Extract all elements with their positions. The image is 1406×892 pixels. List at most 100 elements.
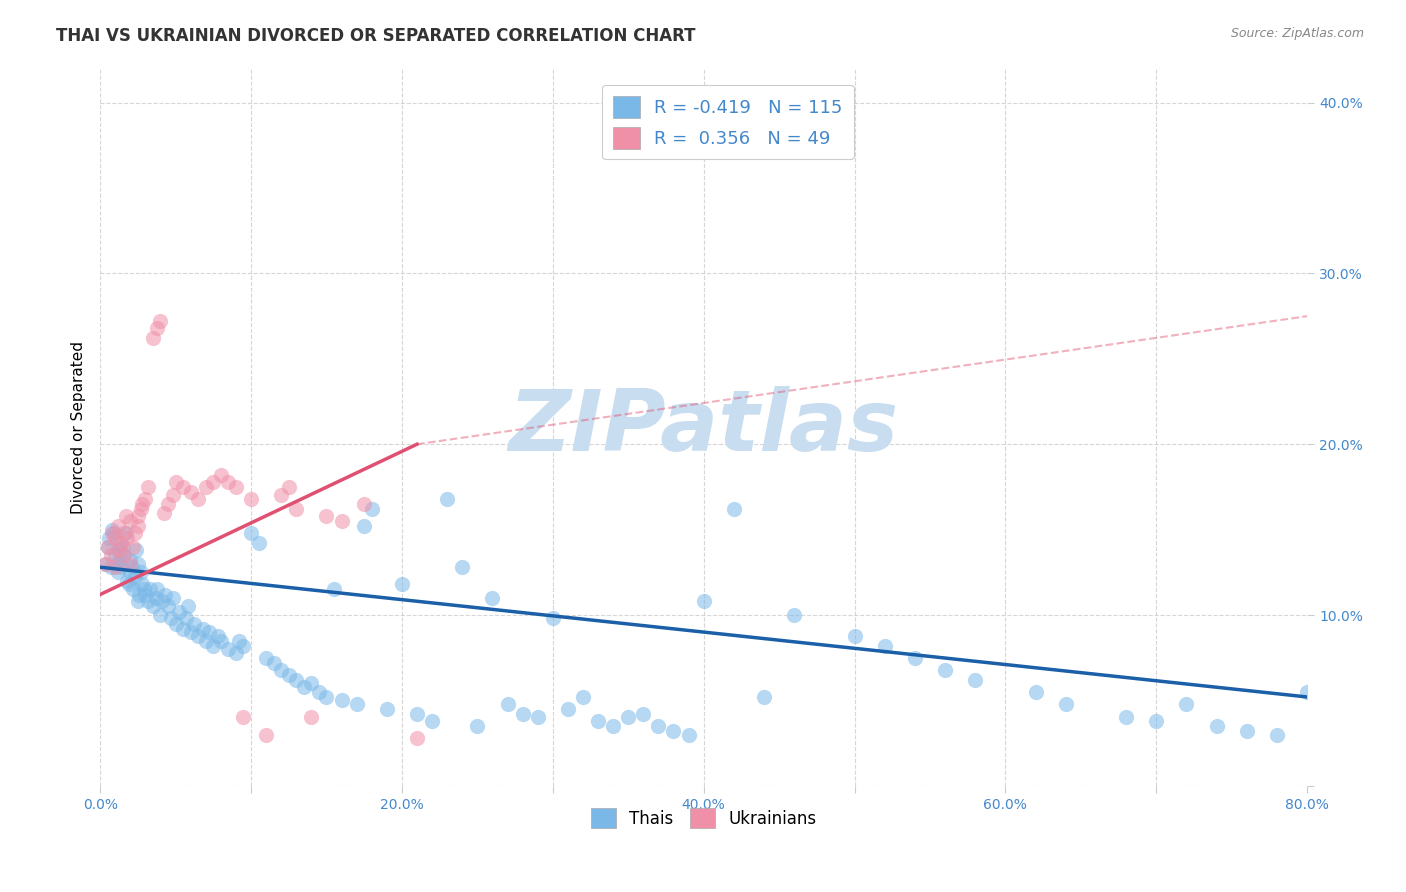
- Point: [299, 676, 322, 690]
- Point: [112, 548, 135, 562]
- Point: [217, 475, 239, 489]
- Point: [146, 582, 169, 597]
- Point: [117, 574, 139, 588]
- Point: [152, 506, 174, 520]
- Point: [783, 607, 806, 622]
- Point: [1054, 697, 1077, 711]
- Point: [217, 642, 239, 657]
- Point: [315, 508, 337, 523]
- Point: [134, 491, 156, 506]
- Point: [436, 491, 458, 506]
- Point: [541, 611, 564, 625]
- Point: [104, 531, 127, 545]
- Point: [662, 724, 685, 739]
- Point: [254, 650, 277, 665]
- Point: [308, 685, 330, 699]
- Point: [108, 553, 131, 567]
- Point: [353, 497, 375, 511]
- Point: [125, 543, 148, 558]
- Point: [134, 587, 156, 601]
- Point: [420, 714, 443, 728]
- Point: [160, 611, 183, 625]
- Point: [1205, 719, 1227, 733]
- Point: [97, 540, 120, 554]
- Point: [172, 480, 194, 494]
- Point: [1144, 714, 1167, 728]
- Point: [138, 594, 160, 608]
- Point: [692, 594, 714, 608]
- Point: [723, 502, 745, 516]
- Point: [142, 599, 165, 614]
- Point: [110, 536, 132, 550]
- Point: [254, 727, 277, 741]
- Point: [129, 502, 152, 516]
- Point: [1236, 724, 1258, 739]
- Point: [93, 557, 115, 571]
- Point: [124, 526, 146, 541]
- Point: [1296, 685, 1319, 699]
- Point: [375, 702, 398, 716]
- Point: [678, 727, 700, 741]
- Text: Source: ZipAtlas.com: Source: ZipAtlas.com: [1230, 27, 1364, 40]
- Point: [467, 719, 489, 733]
- Point: [165, 475, 187, 489]
- Point: [330, 693, 353, 707]
- Point: [153, 587, 176, 601]
- Point: [512, 707, 534, 722]
- Point: [127, 508, 149, 523]
- Point: [107, 566, 129, 580]
- Point: [232, 639, 254, 653]
- Point: [209, 467, 232, 482]
- Point: [353, 519, 375, 533]
- Point: [104, 560, 127, 574]
- Point: [225, 480, 247, 494]
- Point: [346, 697, 368, 711]
- Point: [240, 526, 263, 541]
- Point: [904, 650, 927, 665]
- Point: [98, 531, 121, 545]
- Point: [1025, 685, 1047, 699]
- Point: [270, 663, 292, 677]
- Point: [202, 639, 225, 653]
- Point: [129, 566, 152, 580]
- Point: [120, 553, 142, 567]
- Point: [602, 719, 624, 733]
- Point: [114, 508, 136, 523]
- Point: [120, 566, 142, 580]
- Point: [121, 560, 143, 574]
- Point: [965, 673, 987, 687]
- Point: [285, 502, 308, 516]
- Point: [146, 321, 169, 335]
- Point: [315, 690, 337, 704]
- Point: [138, 480, 160, 494]
- Point: [586, 714, 609, 728]
- Point: [128, 587, 150, 601]
- Point: [202, 475, 225, 489]
- Point: [197, 625, 219, 640]
- Point: [174, 611, 197, 625]
- Point: [111, 540, 134, 554]
- Point: [183, 616, 205, 631]
- Point: [228, 633, 250, 648]
- Point: [180, 485, 202, 500]
- Point: [1175, 697, 1198, 711]
- Point: [406, 731, 429, 745]
- Point: [112, 526, 135, 541]
- Point: [240, 491, 263, 506]
- Point: [107, 519, 129, 533]
- Point: [167, 605, 190, 619]
- Point: [752, 690, 775, 704]
- Point: [127, 594, 149, 608]
- Point: [207, 628, 229, 642]
- Point: [330, 514, 353, 528]
- Point: [194, 480, 217, 494]
- Point: [132, 582, 155, 597]
- Point: [120, 557, 142, 571]
- Point: [572, 690, 595, 704]
- Point: [145, 591, 167, 605]
- Point: [101, 523, 124, 537]
- Point: [194, 633, 217, 648]
- Point: [299, 710, 322, 724]
- Point: [172, 622, 194, 636]
- Point: [496, 697, 519, 711]
